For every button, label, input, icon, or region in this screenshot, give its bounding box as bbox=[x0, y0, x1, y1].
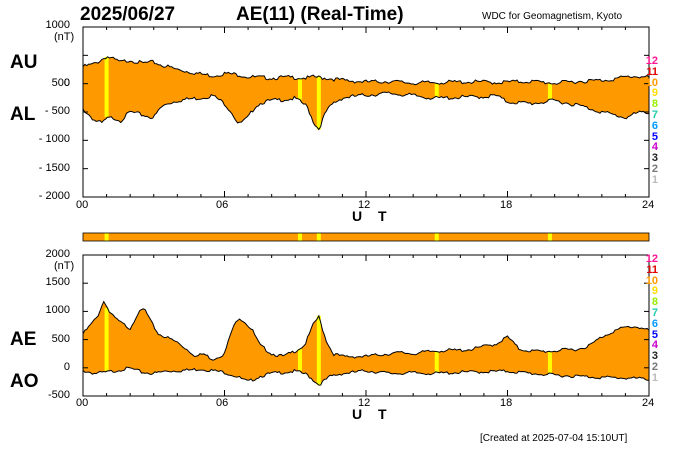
status-bar-marker bbox=[434, 233, 439, 241]
y-tick-label: - 500 bbox=[44, 105, 70, 117]
x-tick-label: 24 bbox=[642, 199, 655, 211]
au-series-line bbox=[82, 56, 650, 86]
chart-date: 2025/06/27 bbox=[80, 4, 176, 25]
status-bar-marker bbox=[297, 233, 302, 241]
reduced-station-marker bbox=[547, 83, 552, 100]
x-tick-label: 18 bbox=[500, 397, 513, 409]
x-tick-label: 00 bbox=[76, 397, 89, 409]
y-axis-unit: (nT) bbox=[54, 31, 75, 43]
al-label: AL bbox=[10, 104, 36, 125]
x-tick-label: 06 bbox=[216, 199, 229, 211]
chart-title: AE(11) (Real-Time) bbox=[236, 4, 404, 25]
y-axis-unit: (nT) bbox=[54, 260, 75, 272]
reduced-station-marker bbox=[297, 78, 302, 100]
station-count-1: 1 bbox=[651, 173, 658, 186]
reduced-station-marker bbox=[297, 348, 302, 371]
x-tick-label: 00 bbox=[76, 199, 89, 211]
y-tick-label: - 1000 bbox=[38, 133, 70, 145]
station-count-10: 10 bbox=[645, 274, 658, 287]
x-tick-label: 12 bbox=[358, 397, 371, 409]
x-axis-label: U T bbox=[352, 406, 393, 422]
au-label: AU bbox=[10, 52, 38, 73]
station-count-5: 5 bbox=[651, 328, 658, 341]
x-tick-label: 06 bbox=[216, 397, 229, 409]
station-count-1: 1 bbox=[651, 371, 658, 384]
station-count-6: 6 bbox=[651, 317, 658, 330]
station-count-legend: 12 11 10 9 8 7 6 5 4 3 2 1 bbox=[644, 56, 658, 186]
reduced-station-marker bbox=[104, 308, 109, 371]
y-tick-label: 0 bbox=[63, 77, 70, 89]
station-count-3: 3 bbox=[651, 350, 658, 363]
station-count-12: 12 bbox=[645, 55, 658, 67]
status-bar-frame bbox=[82, 232, 650, 242]
station-status-bar bbox=[83, 233, 649, 241]
reduced-station-marker bbox=[434, 351, 439, 373]
reduced-station-marker bbox=[547, 351, 552, 374]
plot-frame bbox=[82, 26, 650, 198]
station-count-8: 8 bbox=[651, 296, 658, 309]
y-tick-label: 500 bbox=[51, 333, 70, 345]
x-tick-label: 18 bbox=[500, 199, 513, 211]
ao-series-line bbox=[82, 366, 650, 386]
series-area-fill bbox=[83, 56, 649, 130]
station-count-2: 2 bbox=[651, 162, 658, 175]
y-tick-label: 2000 bbox=[45, 248, 70, 260]
reduced-station-marker bbox=[104, 56, 109, 118]
x-tick-label: 24 bbox=[642, 397, 655, 409]
y-tick-label: 1000 bbox=[45, 19, 70, 31]
station-count-4: 4 bbox=[651, 339, 658, 352]
station-count-11: 11 bbox=[646, 65, 658, 78]
y-tick-label: - 2000 bbox=[38, 190, 70, 202]
station-count-3: 3 bbox=[651, 152, 658, 165]
reduced-station-marker bbox=[316, 75, 321, 130]
ao-label: AO bbox=[10, 371, 39, 392]
status-bar-marker bbox=[104, 233, 109, 241]
station-count-2: 2 bbox=[651, 360, 658, 373]
y-tick-label: 500 bbox=[51, 77, 70, 89]
station-count-legend: 12 11 10 9 8 7 6 5 4 3 2 1 bbox=[644, 254, 658, 384]
reduced-station-marker bbox=[316, 315, 321, 386]
station-count-9: 9 bbox=[651, 285, 658, 298]
status-bar-marker bbox=[316, 233, 321, 241]
station-count-4: 4 bbox=[651, 141, 658, 154]
data-source-label: WDC for Geomagnetism, Kyoto bbox=[482, 11, 623, 22]
station-count-5: 5 bbox=[651, 130, 658, 143]
station-count-9: 9 bbox=[651, 87, 658, 100]
station-count-10: 10 bbox=[645, 76, 658, 89]
reduced-station-marker bbox=[434, 83, 439, 98]
ae-series-line bbox=[82, 300, 650, 361]
station-count-7: 7 bbox=[651, 108, 658, 121]
series-area-fill bbox=[83, 301, 649, 386]
station-count-8: 8 bbox=[651, 98, 658, 111]
ae-label: AE bbox=[10, 329, 37, 350]
x-axis-label: U T bbox=[352, 208, 393, 224]
created-timestamp: [Created at 2025-07-04 15:10UT] bbox=[480, 433, 628, 444]
y-tick-label: 1500 bbox=[45, 276, 70, 288]
station-count-6: 6 bbox=[651, 119, 658, 132]
al-series-line bbox=[82, 91, 650, 131]
y-tick-label: -500 bbox=[47, 389, 70, 401]
station-count-7: 7 bbox=[651, 306, 658, 319]
station-count-12: 12 bbox=[645, 253, 658, 265]
x-tick-label: 12 bbox=[358, 199, 371, 211]
status-bar-marker bbox=[547, 233, 552, 241]
y-tick-label: 1000 bbox=[45, 304, 70, 316]
station-count-11: 11 bbox=[646, 263, 658, 276]
y-tick-label: - 1500 bbox=[38, 162, 70, 174]
y-tick-label: 0 bbox=[63, 361, 70, 373]
